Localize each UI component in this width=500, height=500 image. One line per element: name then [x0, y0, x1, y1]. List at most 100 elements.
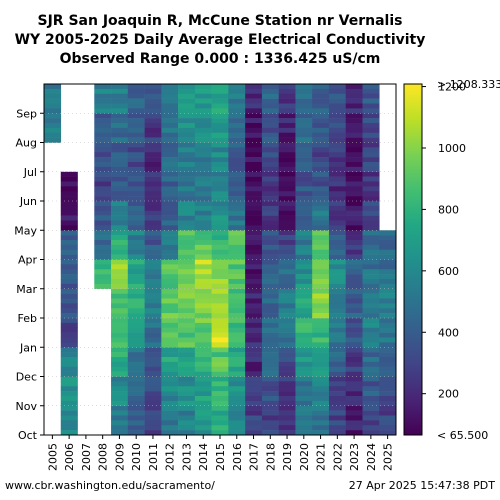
heatmap-cell: [278, 157, 296, 163]
heatmap-cell: [228, 357, 246, 363]
heatmap-cell: [111, 196, 129, 202]
heatmap-cell: [245, 118, 263, 124]
heatmap-cell: [178, 118, 196, 124]
heatmap-cell: [379, 337, 397, 343]
heatmap-cell: [211, 113, 229, 119]
heatmap-cell: [278, 420, 296, 426]
heatmap-cell: [161, 381, 179, 387]
heatmap-cell: [144, 157, 162, 163]
heatmap-cell: [278, 279, 296, 285]
heatmap-cell: [111, 235, 129, 241]
heatmap-cell: [228, 205, 246, 212]
x-tick-label: 2025: [382, 443, 395, 471]
heatmap-cell: [362, 420, 380, 426]
heatmap-cell: [261, 142, 279, 148]
heatmap-cell: [312, 386, 330, 392]
heatmap-cell: [60, 244, 78, 251]
heatmap-cell: [211, 152, 229, 158]
heatmap-cell: [228, 332, 246, 338]
heatmap-cell: [94, 132, 112, 138]
heatmap-cell: [144, 337, 162, 343]
heatmap-cell: [94, 235, 112, 241]
heatmap-cell: [362, 108, 380, 114]
heatmap-cell: [362, 400, 380, 407]
heatmap-cell: [345, 332, 363, 338]
heatmap-cell: [144, 123, 162, 129]
heatmap-cell: [362, 254, 380, 260]
heatmap-cell: [228, 391, 246, 397]
x-tick-label: 2005: [46, 443, 59, 471]
heatmap-cell: [211, 98, 229, 104]
heatmap-cell: [295, 366, 313, 372]
heatmap-cell: [44, 123, 62, 129]
heatmap-cell: [245, 391, 263, 397]
heatmap-cell: [94, 166, 112, 173]
heatmap-cell: [94, 118, 112, 124]
y-tick-label: Nov: [16, 400, 38, 413]
heatmap-cell: [261, 293, 279, 299]
heatmap-cell: [362, 113, 380, 119]
heatmap-cell: [295, 308, 313, 314]
heatmap-cell: [161, 361, 179, 368]
heatmap-cell: [362, 225, 380, 231]
heatmap-cell: [345, 337, 363, 343]
heatmap-cell: [228, 274, 246, 280]
heatmap-cell: [127, 152, 145, 158]
heatmap-cell: [295, 132, 313, 138]
heatmap-cell: [178, 269, 196, 275]
heatmap-cell: [245, 332, 263, 338]
heatmap-cell: [345, 376, 363, 382]
heatmap-cell: [228, 181, 246, 187]
heatmap-cell: [94, 191, 112, 197]
heatmap-cell: [245, 220, 263, 226]
heatmap-cell: [295, 171, 313, 177]
heatmap-cell: [345, 162, 363, 168]
heatmap-cell: [60, 376, 78, 382]
heatmap-cell: [312, 274, 330, 280]
heatmap-cell: [144, 425, 162, 431]
heatmap-cell: [194, 142, 212, 148]
heatmap-cell: [178, 127, 196, 134]
heatmap-cell: [194, 196, 212, 202]
heatmap-cell: [144, 215, 162, 221]
heatmap-cell: [278, 176, 296, 182]
heatmap-cell: [362, 347, 380, 353]
heatmap-cell: [94, 98, 112, 104]
heatmap-cell: [127, 88, 145, 95]
heatmap-cell: [312, 113, 330, 119]
heatmap-cell: [211, 181, 229, 187]
heatmap-cell: [144, 176, 162, 182]
heatmap-cell: [161, 357, 179, 363]
heatmap-cell: [194, 162, 212, 168]
footer-timestamp: 27 Apr 2025 15:47:38 PDT: [348, 479, 495, 492]
heatmap-cell: [211, 303, 229, 309]
heatmap-cell: [178, 176, 196, 182]
heatmap-cell: [194, 396, 212, 402]
heatmap-cell: [278, 264, 296, 270]
heatmap-cell: [261, 225, 279, 231]
heatmap-cell: [328, 322, 347, 329]
heatmap-cell: [261, 410, 279, 416]
heatmap-cell: [245, 132, 263, 138]
heatmap-cell: [261, 396, 279, 402]
heatmap-cell: [228, 396, 246, 402]
heatmap-cell: [127, 220, 145, 226]
heatmap-cell: [228, 186, 246, 192]
heatmap-cell: [362, 318, 380, 324]
heatmap-cell: [194, 274, 212, 280]
heatmap-cell: [278, 113, 296, 119]
heatmap-cell: [111, 352, 129, 358]
heatmap-cell: [362, 181, 380, 187]
heatmap-cell: [111, 269, 129, 275]
heatmap-cell: [144, 274, 162, 280]
heatmap-cell: [111, 152, 129, 158]
heatmap-cell: [60, 357, 78, 363]
heatmap-cell: [245, 98, 263, 104]
heatmap-cell: [379, 244, 397, 251]
heatmap-cell: [111, 405, 129, 411]
heatmap-cell: [144, 113, 162, 119]
colorbar-min-label: < 65.500: [437, 429, 488, 442]
heatmap-cell: [127, 293, 145, 299]
heatmap-cell: [211, 279, 229, 285]
heatmap-cell: [278, 381, 296, 387]
